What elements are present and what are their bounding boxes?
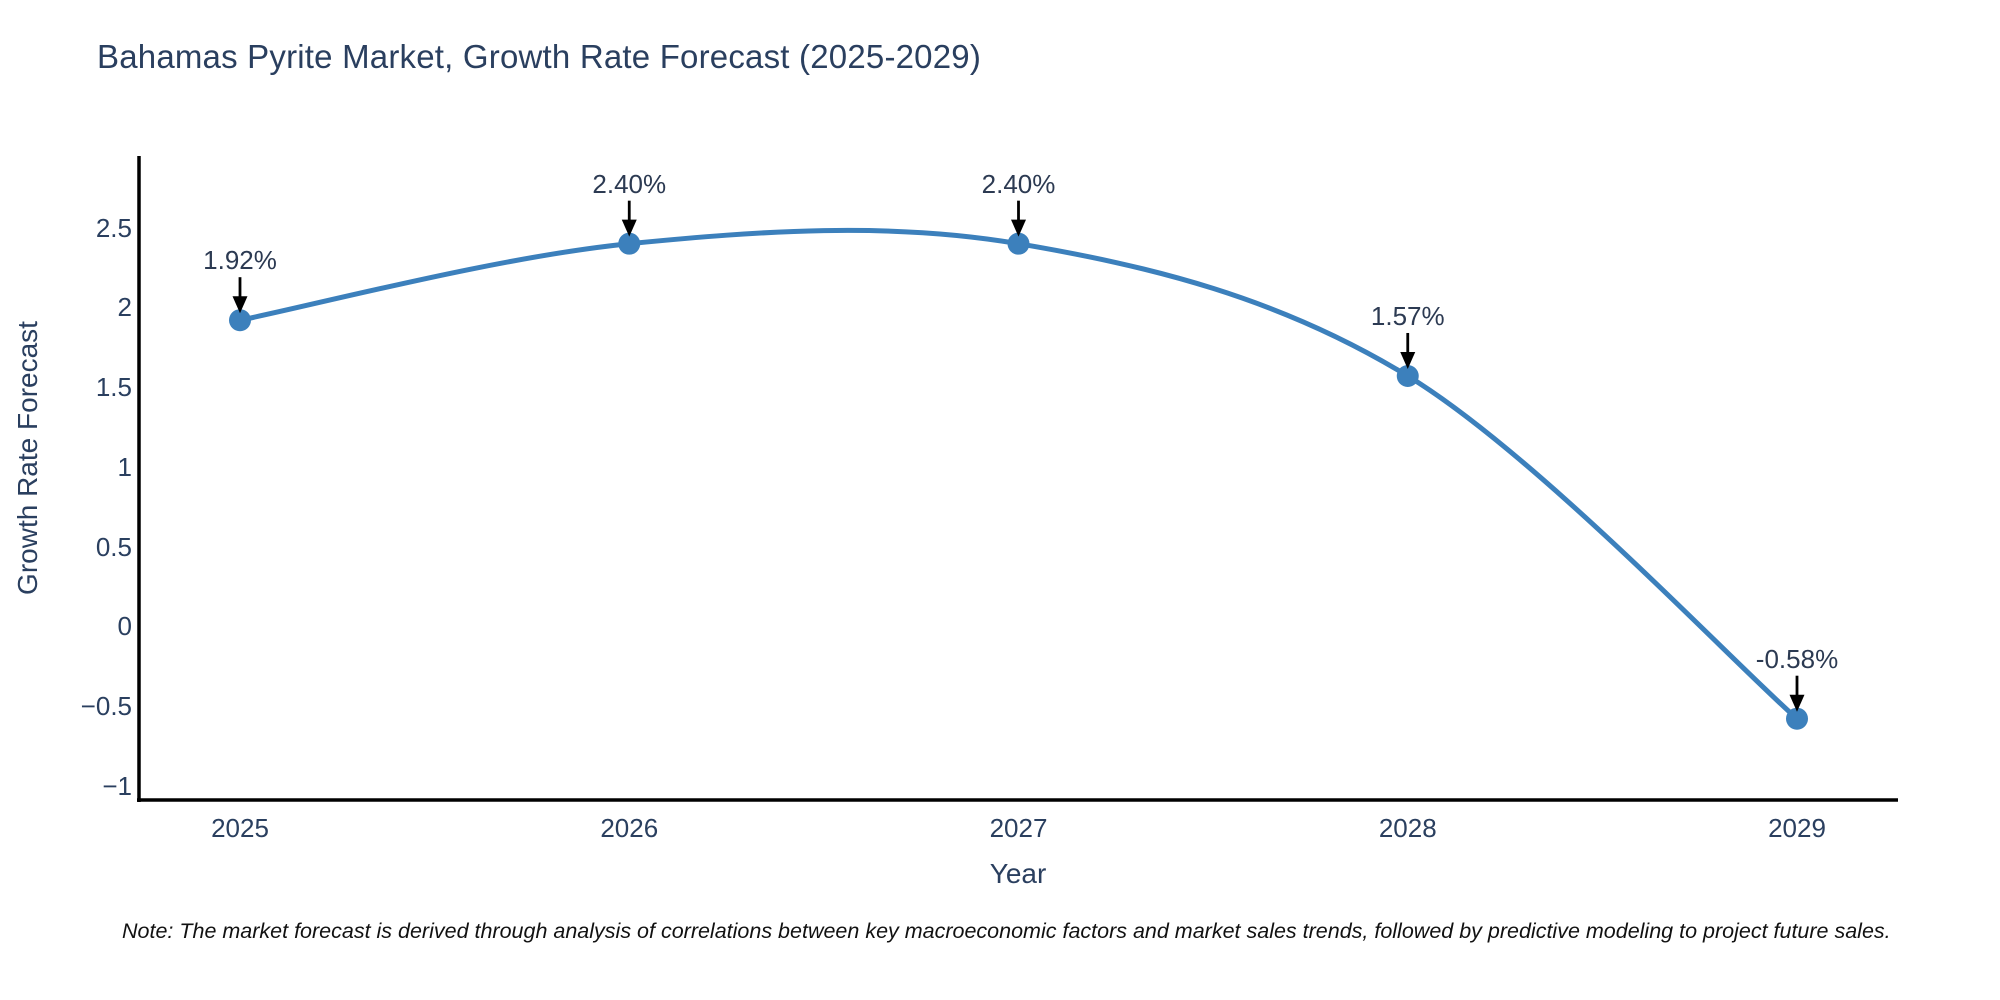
point-value-label: 2.40% [592, 168, 667, 199]
y-tick-label: 0 [117, 611, 132, 642]
x-tick-label: 2025 [211, 813, 269, 843]
y-tick-label: −1 [102, 770, 132, 801]
annotation-arrowhead [1789, 694, 1805, 712]
data-point-marker [1786, 707, 1808, 730]
data-point-marker [1396, 364, 1419, 387]
point-value-label: -0.58% [1755, 643, 1839, 674]
point-value-label: 1.57% [1370, 300, 1445, 331]
x-tick-label: 2026 [600, 813, 659, 843]
x-axis-title: Year [989, 858, 1047, 889]
annotation-arrowhead [1400, 351, 1416, 369]
annotation-arrowhead [621, 219, 637, 237]
annotation-arrowhead [232, 296, 248, 314]
x-tick-label: 2027 [989, 813, 1048, 843]
data-point-marker [1007, 232, 1030, 255]
footnote: Note: The market forecast is derived thr… [122, 919, 1891, 943]
y-tick-label: 0.5 [95, 531, 132, 562]
x-tick-label: 2028 [1378, 813, 1437, 843]
point-value-label: 1.92% [203, 245, 277, 276]
data-point-marker [229, 309, 251, 332]
y-tick-label: 2.5 [95, 212, 132, 243]
x-tick-label: 2029 [1768, 813, 1826, 843]
y-tick-label: 1 [117, 451, 132, 482]
annotation-arrowhead [1011, 219, 1026, 237]
data-point-marker [618, 232, 641, 255]
y-tick-label: −0.5 [80, 690, 132, 721]
chart-title: Bahamas Pyrite Market, Growth Rate Forec… [97, 38, 982, 75]
y-axis-title: Growth Rate Forecast [12, 321, 43, 595]
y-tick-label: 2 [117, 292, 132, 323]
forecast-line [237, 227, 1800, 722]
point-value-label: 2.40% [981, 168, 1056, 199]
y-tick-label: 1.5 [95, 372, 132, 403]
